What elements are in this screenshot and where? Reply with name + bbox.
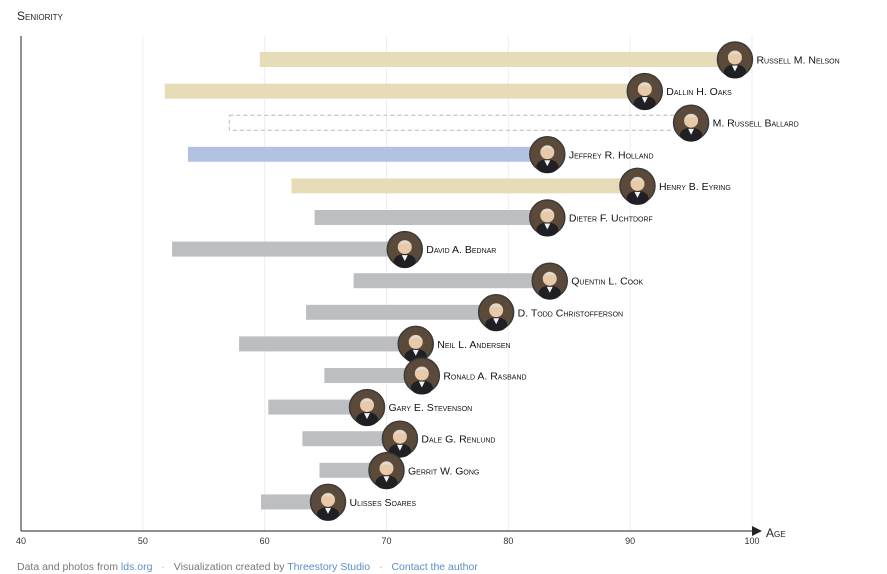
tenure-bar-dieter-f-uchtdorf: [314, 210, 548, 225]
contact-author-link[interactable]: Contact the author: [391, 561, 478, 573]
footer: Data and photos from lds.org · Visualiza…: [17, 561, 478, 573]
person-portrait-icon: [348, 388, 386, 427]
name-label-quentin-l-cook: Quentin L. Cook: [571, 276, 643, 288]
x-tick-labels: 40 50 60 70 80 90 100: [16, 536, 760, 546]
tenure-bar-jeffrey-r-holland: [187, 146, 548, 162]
name-label-jeffrey-r-holland: Jeffrey R. Holland: [569, 149, 654, 161]
person-portrait-icon: [386, 230, 424, 269]
person-portrait-icon: [672, 104, 710, 142]
footer-source-prefix: Data and photos from: [17, 561, 118, 573]
x-tick-label: 40: [16, 536, 26, 546]
x-tick-label: 60: [260, 536, 270, 546]
name-label-gerrit-w-gong: Gerrit W. Gong: [408, 465, 479, 477]
name-label-dallin-h-oaks: Dallin H. Oaks: [666, 86, 732, 98]
tenure-bar-david-a-bednar: [172, 241, 405, 257]
threestory-studio-link[interactable]: Threestory Studio: [287, 561, 371, 573]
name-label-henry-b-eyring: Henry B. Eyring: [659, 181, 731, 193]
person-portrait-icon: [531, 262, 569, 300]
name-label-ulisses-soares: Ulisses Soares: [350, 497, 417, 509]
person-portrait-icon: [403, 357, 441, 395]
person-portrait-icon: [716, 41, 754, 79]
tenure-bar-dale-g-renlund: [302, 431, 400, 447]
seniority-age-chart: Seniority Age 40 50 60 70 80 90 100 Russell M.…: [16, 9, 840, 546]
tenure-bar-d-todd-christofferson: [306, 304, 497, 320]
footer-separator: ·: [161, 561, 165, 573]
x-axis-arrow-icon: [752, 526, 762, 536]
lds-org-link[interactable]: lds.org: [120, 561, 153, 573]
tenure-bar-quentin-l-cook: [353, 273, 550, 289]
person-portrait-icon: [529, 136, 566, 174]
person-portrait-icon: [529, 199, 566, 237]
tenure-bar-dallin-h-oaks: [164, 83, 645, 99]
tenure-bar-russell-m-nelson: [259, 52, 735, 67]
person-portrait-icon: [397, 325, 434, 363]
person-portrait-icon: [477, 294, 515, 332]
x-tick-label: 100: [744, 536, 759, 546]
tenure-bar-henry-b-eyring: [291, 178, 638, 194]
tenure-bar-gary-e-stevenson: [268, 399, 368, 415]
bars-group: [164, 52, 735, 510]
tenure-bar-neil-l-andersen: [239, 336, 416, 352]
name-label-ronald-a-rasband: Ronald A. Rasband: [443, 371, 526, 383]
axes-group: Seniority Age: [17, 9, 786, 540]
y-axis-label: Seniority: [17, 9, 63, 23]
x-tick-label: 80: [503, 536, 513, 546]
name-label-dale-g-renlund: Dale G. Renlund: [421, 434, 495, 446]
name-label-d-todd-christofferson: D. Todd Christofferson: [518, 307, 623, 319]
person-portrait-icon: [309, 483, 347, 521]
person-portrait-icon: [368, 452, 405, 490]
name-label-russell-m-nelson: Russell M. Nelson: [756, 55, 839, 67]
name-label-m-russell-ballard: M. Russell Ballard: [713, 118, 799, 130]
tenure-bar-ronald-a-rasband: [324, 368, 422, 383]
footer-credit-prefix: Visualization created by: [173, 561, 285, 573]
name-label-gary-e-stevenson: Gary E. Stevenson: [389, 402, 473, 414]
portraits-and-labels: Russell M. Nelson Dallin H. Oaks M. Russel…: [309, 41, 840, 521]
name-label-neil-l-andersen: Neil L. Andersen: [437, 339, 510, 351]
x-tick-label: 70: [381, 536, 391, 546]
name-label-dieter-f-uchtdorf: Dieter F. Uchtdorf: [569, 213, 653, 225]
tenure-bar-m-russell-ballard: [228, 114, 692, 131]
x-axis-label: Age: [766, 526, 786, 540]
x-tick-label: 50: [138, 536, 148, 546]
x-tick-label: 90: [625, 536, 635, 546]
name-label-david-a-bednar: David A. Bednar: [426, 244, 496, 256]
footer-separator: ·: [379, 561, 383, 573]
person-portrait-icon: [626, 72, 664, 111]
person-portrait-icon: [619, 167, 656, 205]
